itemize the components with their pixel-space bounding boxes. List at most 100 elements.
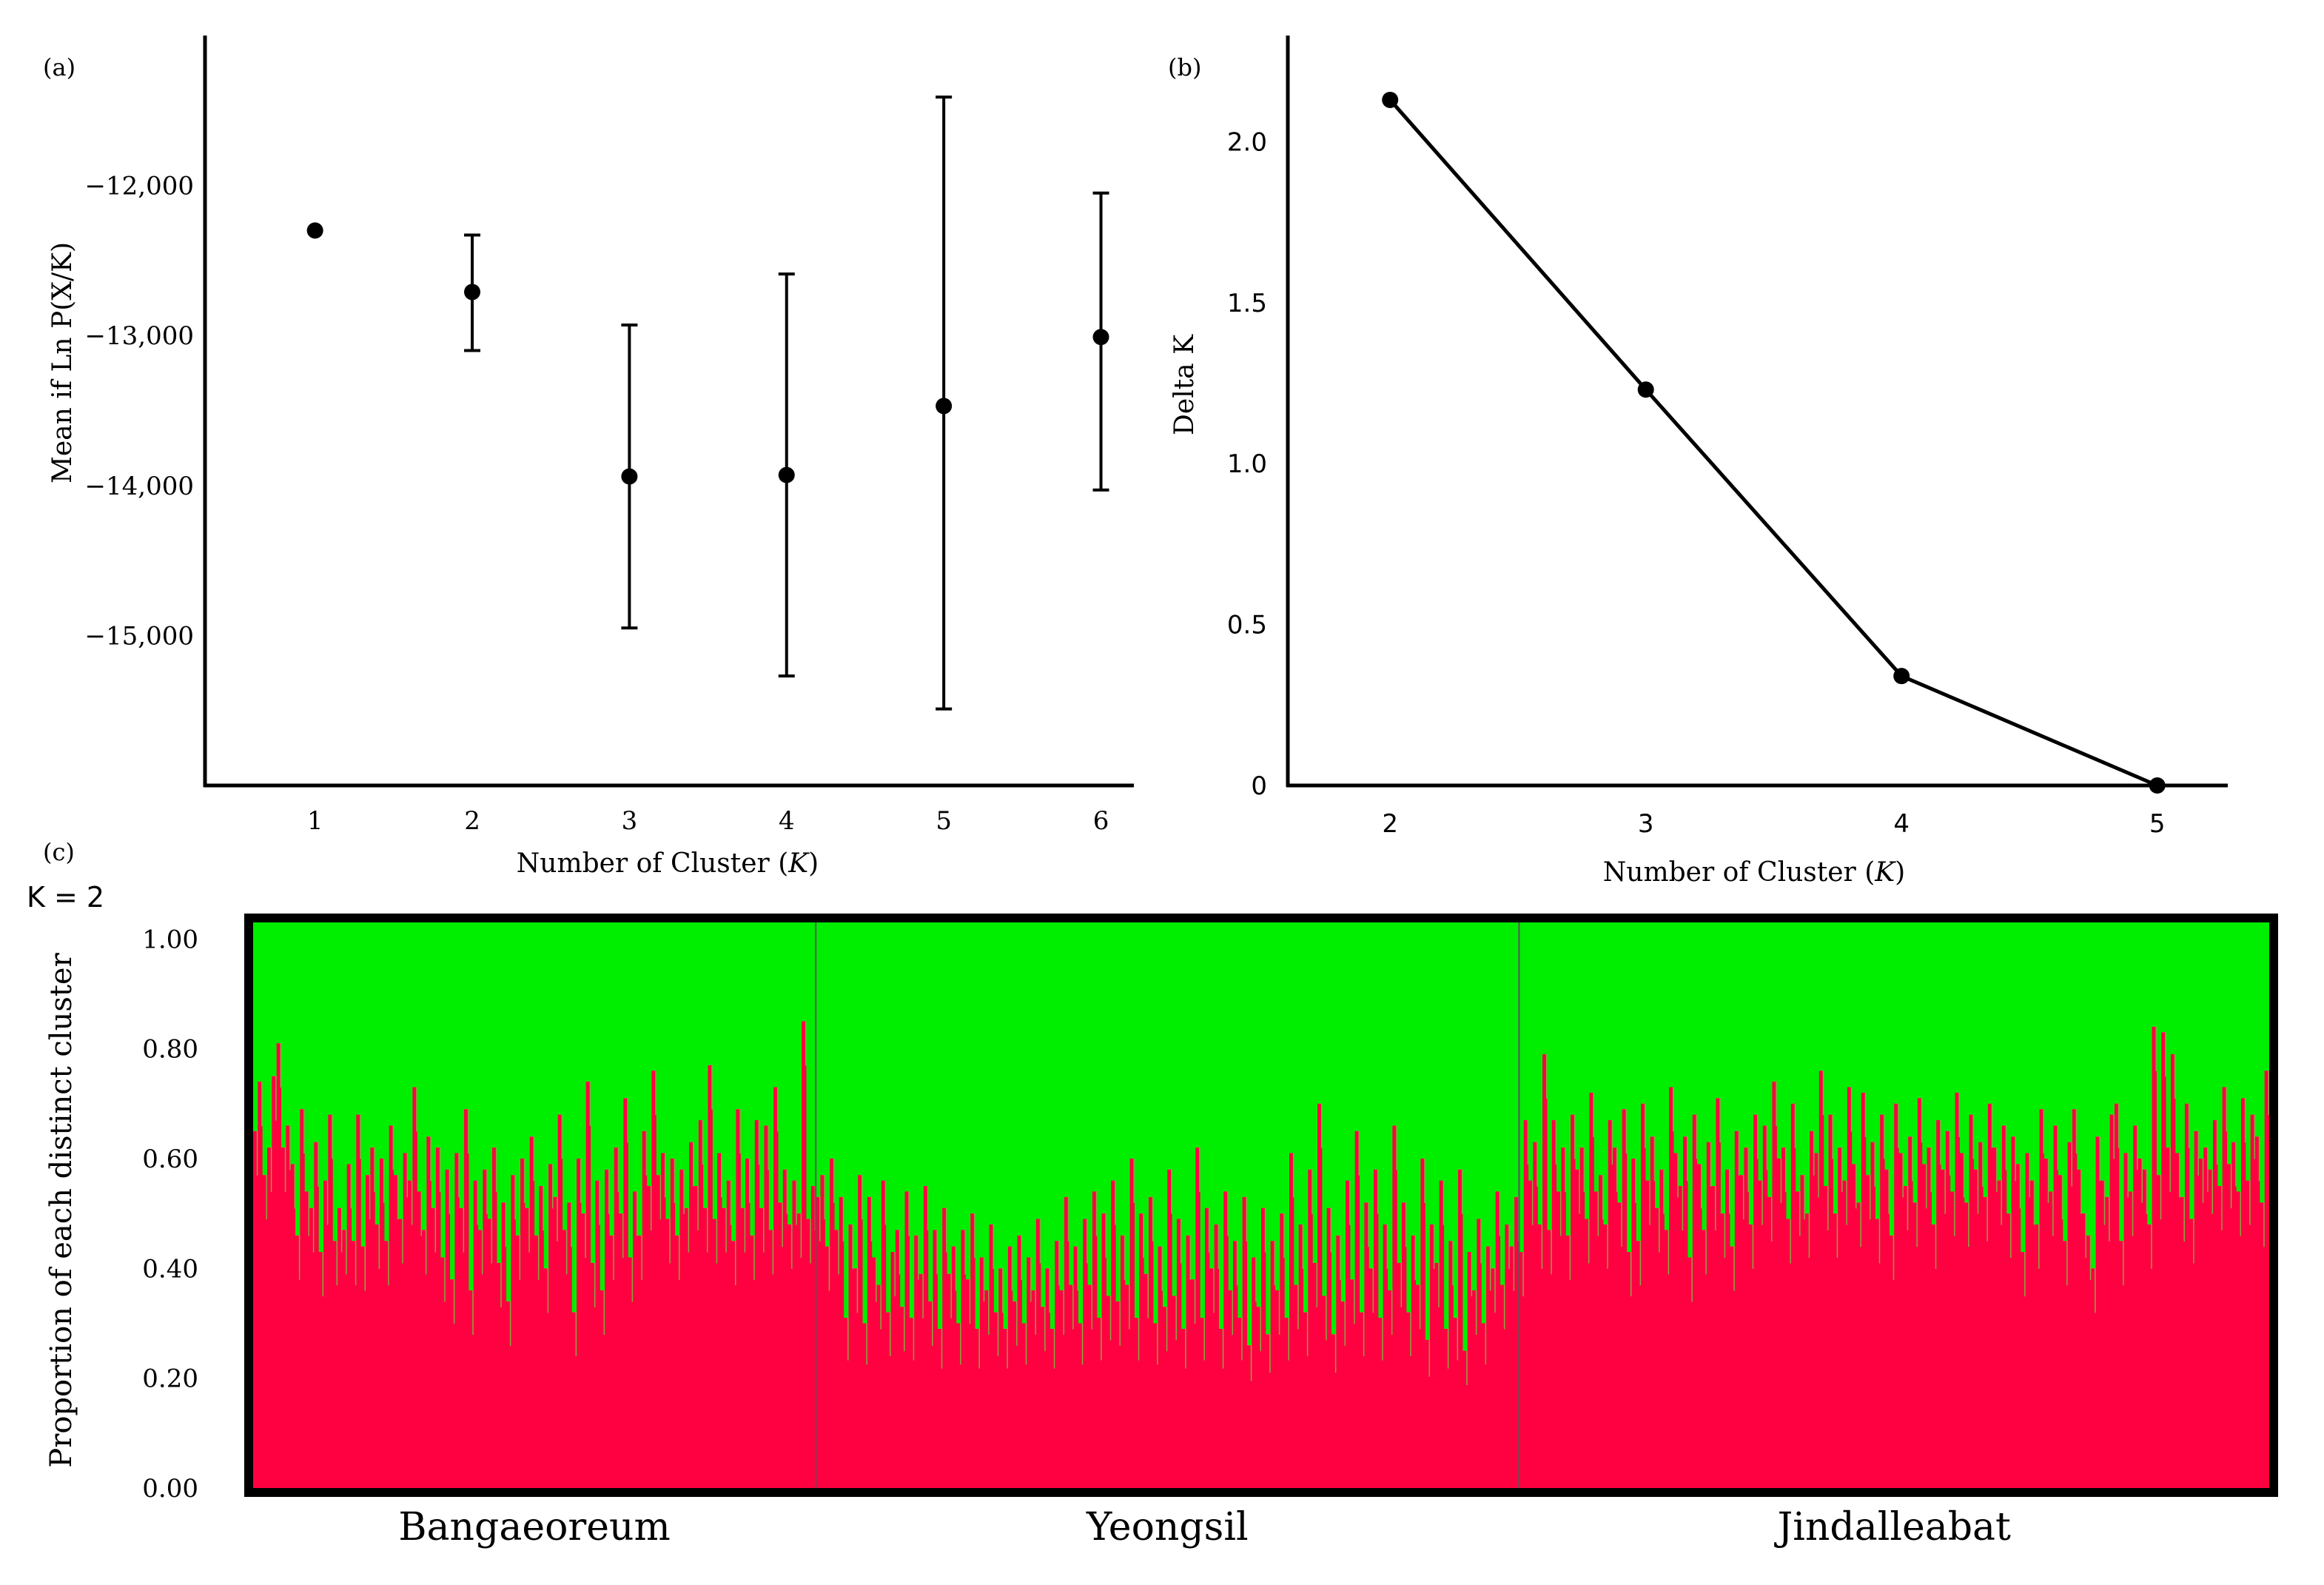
panel-c-bar-cluster-1 — [1294, 1284, 1300, 1488]
panel-c-bar-cluster-1 — [2194, 1130, 2200, 1488]
panel-c-individual — [1983, 922, 1989, 1488]
panel-c-individual — [1739, 922, 1745, 1488]
panel-c-bar-cluster-2 — [492, 922, 498, 1148]
panel-c-individual — [2025, 922, 2032, 1488]
panel-c-bar-cluster-2 — [2114, 922, 2120, 1104]
panel-c-bar-cluster-1 — [782, 1169, 788, 1488]
panel-c-individual — [450, 922, 456, 1488]
panel-c-individual — [1500, 922, 1506, 1488]
panel-c-bar-cluster-1 — [2203, 1147, 2209, 1488]
panel-c-individual — [529, 922, 536, 1488]
panel-c-individual — [1462, 922, 1469, 1488]
panel-c-bar-cluster-1 — [1280, 1213, 1286, 1488]
panel-c-bar-cluster-2 — [2039, 922, 2045, 1110]
panel-c-bar-cluster-2 — [1331, 922, 1337, 1335]
panel-c-bar-cluster-1 — [2109, 1114, 2115, 1488]
panel-c-individual — [511, 922, 517, 1488]
panel-c-y-tick-label: 0.80 — [142, 1035, 198, 1065]
panel-c-bar-cluster-1 — [1270, 1241, 1276, 1488]
panel-c-individual — [1716, 922, 1722, 1488]
panel-c-individual — [1561, 922, 1568, 1488]
panel-c-bar-cluster-2 — [890, 922, 896, 1253]
panel-c-bar-cluster-1 — [534, 1235, 540, 1488]
panel-c-individual — [1204, 922, 1211, 1488]
panel-c-bar-cluster-2 — [511, 922, 517, 1176]
panel-c-individual — [1406, 922, 1413, 1488]
panel-c-individual — [2067, 922, 2074, 1488]
panel-c-individual — [375, 922, 381, 1488]
panel-c-individual — [1434, 922, 1441, 1488]
panel-c-individual — [1041, 922, 1047, 1488]
panel-c-bar-cluster-1 — [1336, 1235, 1342, 1488]
panel-c-bar-cluster-1 — [2254, 1136, 2260, 1488]
panel-c-bar-cluster-1 — [1439, 1180, 1445, 1488]
panel-c-bar-cluster-1 — [1650, 1136, 1656, 1488]
panel-c-bar-cluster-2 — [356, 922, 362, 1115]
panel-c-bar-cluster-2 — [2254, 922, 2260, 1137]
panel-c-bar-cluster-2 — [1083, 922, 1089, 1219]
panel-c-bar-cluster-1 — [820, 1175, 826, 1488]
panel-c-bar-cluster-1 — [839, 1196, 844, 1488]
panel-c-bar-cluster-1 — [802, 1021, 807, 1488]
panel-c-bar-cluster-2 — [1969, 922, 1975, 1115]
panel-c-bar-cluster-2 — [422, 922, 427, 1230]
panel-c-individual — [1232, 922, 1239, 1488]
panel-c-individual — [1360, 922, 1366, 1488]
panel-c-individual — [1571, 922, 1576, 1488]
panel-c-bar-cluster-2 — [1491, 922, 1497, 1269]
panel-c-bar-cluster-1 — [1115, 1301, 1121, 1488]
panel-c-bar-cluster-1 — [1917, 1098, 1923, 1488]
panel-c-bar-cluster-2 — [726, 922, 732, 1181]
panel-a-x-tick-label: 3 — [622, 806, 638, 836]
panel-c-bar-cluster-1 — [2170, 1054, 2176, 1488]
panel-c-individual — [1927, 922, 1933, 1488]
panel-c-individual — [1430, 922, 1436, 1488]
panel-c-individual — [750, 922, 756, 1488]
panel-c-bar-cluster-1 — [1599, 1175, 1605, 1488]
panel-b-y-label: Delta K — [1169, 334, 1200, 435]
panel-c-individual — [2081, 922, 2088, 1488]
panel-c-bar-cluster-2 — [2119, 922, 2125, 1241]
panel-c-bar-cluster-2 — [1912, 922, 1918, 1203]
panel-c-individual — [1856, 922, 1863, 1488]
panel-c-bar-cluster-1 — [2250, 1114, 2256, 1488]
panel-a-x-tick-label: 5 — [936, 806, 952, 836]
panel-c-bar-cluster-1 — [989, 1224, 995, 1488]
panel-c-bar-cluster-2 — [1697, 922, 1703, 1165]
panel-c-bar-cluster-1 — [979, 1257, 985, 1488]
panel-c-bar-cluster-1 — [2137, 1158, 2143, 1488]
panel-c-individual — [1509, 922, 1516, 1488]
panel-c-bar-cluster-2 — [1134, 922, 1140, 1318]
panel-c-bar-cluster-2 — [1252, 922, 1257, 1258]
panel-c-bar-cluster-2 — [384, 922, 390, 1241]
panel-c-individual — [1955, 922, 1961, 1488]
panel-c-bar-cluster-1 — [1692, 1114, 1698, 1488]
panel-c-individual — [1317, 922, 1323, 1488]
panel-c-bar-cluster-1 — [1101, 1213, 1107, 1488]
panel-c-bar-cluster-2 — [1852, 922, 1858, 1165]
panel-c-bar-cluster-1 — [567, 1202, 573, 1488]
panel-c-bar-cluster-1 — [1955, 1092, 1961, 1488]
panel-c-individual — [1035, 922, 1042, 1488]
panel-c-bar-cluster-1 — [328, 1114, 334, 1488]
panel-c-bar-cluster-2 — [1645, 922, 1651, 1181]
panel-c-bar-cluster-1 — [1331, 1334, 1337, 1488]
panel-c-bar-cluster-1 — [585, 1082, 591, 1488]
panel-c-individual — [1495, 922, 1502, 1488]
panel-c-individual — [754, 922, 761, 1488]
panel-c-individual — [304, 922, 311, 1488]
panel-c-bar-cluster-1 — [2175, 1153, 2181, 1488]
panel-c-individual — [614, 922, 620, 1488]
panel-c-individual — [1368, 922, 1375, 1488]
panel-c-bar-cluster-2 — [810, 922, 816, 1187]
panel-c-bar-cluster-2 — [1312, 922, 1318, 1263]
panel-c-bar-cluster-2 — [1444, 922, 1449, 1329]
panel-c-individual — [956, 922, 963, 1488]
panel-c-bar-cluster-1 — [1565, 1235, 1571, 1488]
panel-c-bar-cluster-1 — [1889, 1235, 1895, 1488]
panel-c-bar-cluster-1 — [1388, 1290, 1393, 1488]
panel-c-individual — [1627, 922, 1633, 1488]
panel-c-individual — [876, 922, 883, 1488]
panel-c-bar-cluster-1 — [1190, 1279, 1196, 1488]
panel-b-series-line — [1388, 98, 2158, 788]
